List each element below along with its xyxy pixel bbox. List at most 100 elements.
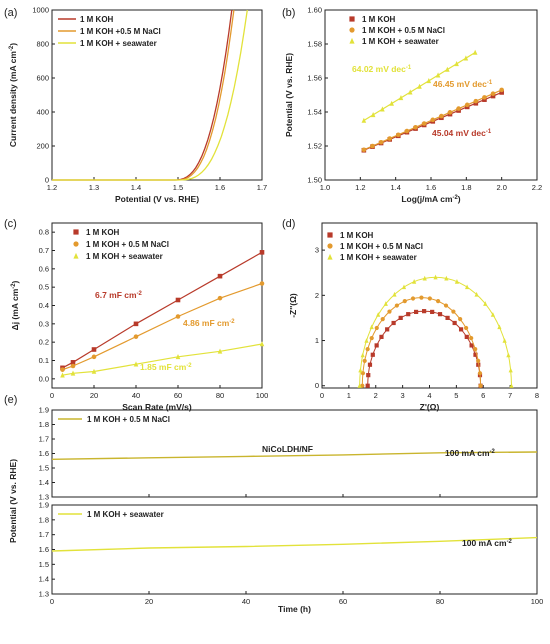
panel-b-legend-label: 1 M KOH + 0.5 M NaCl [362,26,445,35]
panel-a-ytick-label: 1000 [32,6,49,15]
panel-d-point [398,315,403,320]
panel-c-cdl-label: 1.85 mF cm-2 [140,362,192,372]
panel-d-point [422,309,427,314]
panel-e-current-label: 100 mA cm-2 [462,538,513,548]
panel-b-slope-label: 64.02 mV dec-1 [352,64,412,74]
panel-b-ytick-label: 1.50 [307,176,322,185]
panel-b-ytick-label: 1.56 [307,74,322,83]
panel-c-point [217,295,223,301]
panel-b-point [499,90,504,95]
panel-c-xtick-label: 60 [174,391,182,400]
panel-c-point [259,281,265,286]
panel-d-letter: (d) [282,218,295,230]
panel-b-xtick-label: 2.0 [496,183,506,192]
panel-c-xtick-label: 100 [256,391,269,400]
panel-b-point [445,66,450,72]
panel-c-legend-marker [73,241,79,247]
panel-c-point [175,354,181,360]
panel-d-point [366,373,371,378]
panel-c-ytick-label: 0.5 [39,283,49,292]
panel-b-point [398,95,404,101]
panel-d-xtick-label: 1 [347,391,351,400]
panel-e-ytick-label: 1.3 [39,493,49,502]
panel-e-ytick-label: 1.6 [39,545,49,554]
panel-d-point [435,299,441,304]
panel-b-slope-label: 46.45 mV dec-1 [433,79,493,89]
panel-a-letter: (a) [4,7,17,19]
panel-d-xtick-label: 6 [481,391,485,400]
panel-d-point [362,358,367,364]
panel-d-point [412,279,417,284]
panel-c-point [60,372,65,378]
panel-d-legend-label: 1 M KOH [340,231,374,240]
panel-d-point [430,309,435,315]
panel-b-point [447,110,453,115]
panel-e-ytick-label: 1.7 [39,530,49,539]
panel-e-ytick-label: 1.8 [39,420,49,429]
panel-c-point [70,360,76,365]
panel-b-xtick-label: 1.6 [426,183,436,192]
panel-b-xlabel: Log(j/mA cm-2) [401,194,460,204]
panel-b-slope-label: 45.04 mV dec-1 [432,128,492,138]
panel-c-ytick-label: 0.2 [39,338,49,347]
panel-c-ylabel: Δj (mA cm-2) [10,280,20,330]
panel-c-point [175,314,181,319]
panel-e-ytick-label: 1.7 [39,435,49,444]
panel-e-xtick-label: 100 [531,597,544,606]
panel-c-ytick-label: 0.4 [39,301,49,310]
panel-d-point [454,279,460,284]
panel-c-cdl-label: 4.86 mF cm-2 [183,318,235,328]
panel-b-ytick-label: 1.60 [307,6,322,15]
panel-d-point [376,312,381,317]
panel-d-point [391,320,396,326]
panel-e-legend-label: 1 M KOH + 0.5 M NaCl [87,415,170,424]
panel-b-point [490,93,496,99]
panel-c-ytick-label: 0.0 [39,374,49,383]
panel-d-point [392,291,397,297]
panel-d-point [445,315,450,320]
panel-c-point [91,347,97,352]
panel-d-point [473,347,478,352]
panel-e-xtick-label: 80 [436,597,444,606]
panel-c-point [259,341,265,347]
panel-d-point [369,335,374,341]
panel-e-ytick-label: 1.5 [39,464,49,473]
panel-c-xlabel: Scan Rate (mV/s) [122,402,192,412]
panel-d-xtick-label: 7 [508,391,512,400]
panel-b-point [404,128,410,134]
panel-b-point [417,83,422,89]
panel-e-ytick-label: 1.4 [39,575,49,584]
panel-d-point [509,383,514,388]
panel-c-xtick-label: 40 [132,391,140,400]
panel-a-legend-label: 1 M KOH +0.5 M NaCl [80,27,161,36]
panel-d-legend-marker [327,243,333,249]
panel-c-point [133,321,139,327]
panel-d-point [458,327,464,332]
panel-b-point [380,106,385,112]
panel-d-xtick-label: 3 [401,391,405,400]
panel-a-ytick-label: 0 [45,176,49,185]
panel-b-point [472,49,478,55]
panel-d-xtick-label: 8 [535,391,539,400]
panel-d-point [387,309,392,314]
panel-b-legend-marker [349,27,355,33]
panel-b-xtick-label: 1.2 [355,183,365,192]
panel-d-legend-label: 1 M KOH + 0.5 M NaCl [340,242,423,251]
panel-d-xtick-label: 4 [427,391,431,400]
panel-e-ytick-label: 1.8 [39,515,49,524]
panel-a-ytick-label: 200 [36,142,49,151]
panel-b-point [413,125,418,130]
panel-c-point [133,361,139,367]
panel-b-point [370,112,376,118]
panel-b-point [473,98,479,104]
panel-d-point [370,352,375,357]
panel-d-point [360,352,365,358]
panel-d-ytick-label: 2 [315,291,319,300]
panel-c-cdl-label: 6.7 mF cm-2 [95,290,143,300]
panel-d-point [458,317,463,322]
panel-e-ytick-label: 1.5 [39,560,49,569]
panel-a-xlabel: Potential (V vs. RHE) [115,194,199,204]
panel-d-point [374,325,379,331]
panel-a-legend-label: 1 M KOH [80,15,114,24]
panel-d-point [476,358,481,364]
